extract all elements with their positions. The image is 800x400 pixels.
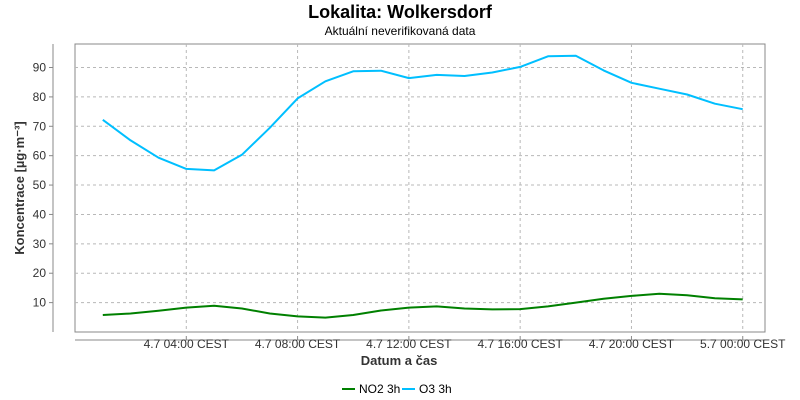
y-tick-label: 80 xyxy=(33,90,47,104)
legend: NO2 3h O3 3h xyxy=(342,382,452,396)
y-axis-ticks: 10 20 30 40 50 60 70 80 90 xyxy=(33,61,53,310)
series-line-o3-3h xyxy=(102,54,743,172)
y-tick-label: 90 xyxy=(33,61,47,75)
x-tick-label: 4.7 04:00 CEST xyxy=(144,337,230,351)
series-line-no2-3h xyxy=(102,292,743,319)
y-tick-label: 20 xyxy=(33,266,47,280)
grid-lines xyxy=(75,44,765,332)
x-axis-ticks: 4.7 04:00 CEST 4.7 08:00 CEST 4.7 12:00 CE… xyxy=(144,336,786,351)
series-lines xyxy=(102,54,743,319)
legend-entry: NO2 3h xyxy=(359,382,400,396)
plot-area xyxy=(74,43,766,333)
y-tick-label: 70 xyxy=(33,119,47,133)
y-tick-label: 60 xyxy=(33,149,47,163)
chart-title: Lokalita: Wolkersdorf xyxy=(308,2,493,22)
y-tick-label: 50 xyxy=(33,178,47,192)
x-tick-label: 4.7 08:00 CEST xyxy=(255,337,341,351)
y-tick-label: 10 xyxy=(33,296,47,310)
legend-entry: O3 3h xyxy=(419,382,452,396)
x-tick-label: 4.7 12:00 CEST xyxy=(366,337,452,351)
x-tick-label: 5.7 00:00 CEST xyxy=(700,337,786,351)
x-axis-label: Datum a čas xyxy=(361,353,438,368)
chart-subtitle: Aktuální neverifikovaná data xyxy=(325,24,476,38)
x-tick-label: 4.7 20:00 CEST xyxy=(589,337,675,351)
y-tick-label: 40 xyxy=(33,207,47,221)
y-tick-label: 30 xyxy=(33,237,47,251)
y-axis-label: Koncentrace [µg·m⁻³] xyxy=(12,121,27,255)
x-tick-label: 4.7 16:00 CEST xyxy=(477,337,563,351)
